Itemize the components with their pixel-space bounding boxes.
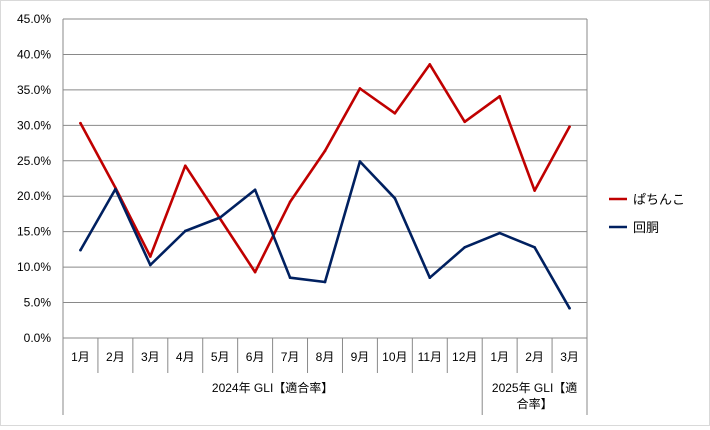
data-point	[288, 276, 292, 280]
y-tick-label: 10.0%	[17, 260, 51, 274]
data-point	[358, 160, 362, 163]
data-point	[533, 189, 536, 192]
data-point	[114, 187, 117, 191]
y-tick-label: 20.0%	[17, 189, 51, 203]
axes	[62, 19, 588, 415]
group-label: 合率】	[517, 396, 553, 411]
y-tick-label: 0.0%	[24, 331, 52, 345]
data-point	[568, 306, 571, 310]
x-tick-label: 10月	[382, 350, 407, 364]
data-point	[79, 121, 82, 125]
legend-label: 回胴	[633, 220, 659, 235]
x-axis-tick-labels: 1月 2月 3月 4月 5月 6月 7月 8月 9月 10月 11月 12月 1月 2月 3月	[71, 350, 579, 364]
x-tick-label: 1月	[71, 350, 90, 364]
y-axis-tick-labels: 0.0% 5.0% 10.0% 15.0% 20.0% 25.0% 30.0% 35.0% 40…	[17, 12, 51, 345]
x-tick-label: 7月	[281, 350, 300, 364]
y-tick-label: 40.0%	[17, 47, 51, 61]
x-tick-label: 9月	[351, 350, 370, 364]
data-point	[253, 188, 257, 192]
y-tick-label: 5.0%	[24, 296, 52, 310]
x-tick-label: 3月	[560, 350, 579, 364]
x-axis-group-labels: 2024年 GLI【適合率】 2025年 GLI【適合率】	[212, 380, 577, 411]
legend-label: ぱちんこ	[633, 192, 685, 207]
data-point	[393, 111, 397, 115]
y-tick-label: 30.0%	[17, 118, 51, 132]
data-point	[358, 87, 362, 90]
data-point	[428, 276, 432, 280]
data-point	[498, 94, 501, 98]
data-point	[183, 229, 187, 233]
data-point	[218, 216, 222, 219]
y-tick-label: 35.0%	[17, 83, 51, 97]
data-point	[323, 149, 327, 153]
x-tick-label: 6月	[246, 350, 265, 364]
y-tick-label: 45.0%	[17, 12, 51, 26]
data-point	[149, 263, 152, 267]
x-tick-label: 8月	[316, 350, 335, 364]
data-point	[183, 164, 187, 168]
x-tick-label: 2月	[525, 350, 544, 364]
x-tick-label: 4月	[176, 350, 195, 364]
x-tick-label: 2月	[106, 350, 125, 364]
data-point	[323, 280, 327, 284]
data-point	[428, 63, 432, 66]
data-point	[463, 245, 467, 249]
series-line	[79, 63, 571, 274]
data-point	[79, 248, 82, 252]
group-label: 2025年 GLI【適	[492, 380, 577, 395]
y-tick-label: 15.0%	[17, 225, 51, 239]
gridlines	[63, 18, 587, 304]
x-tick-label: 5月	[211, 350, 230, 364]
data-point	[568, 125, 571, 129]
x-tick-label: 12月	[452, 350, 477, 364]
data-point	[463, 120, 467, 124]
y-tick-label: 25.0%	[17, 154, 51, 168]
data-point	[253, 270, 257, 274]
series-lines	[79, 63, 571, 310]
group-label: 2024年 GLI【適合率】	[212, 380, 333, 395]
data-point	[533, 245, 536, 249]
data-point	[149, 255, 152, 258]
data-point	[498, 231, 501, 235]
x-tick-label: 1月	[490, 350, 509, 364]
data-point	[393, 197, 397, 200]
series-line	[79, 160, 571, 310]
data-point	[288, 200, 292, 204]
x-tick-label: 3月	[141, 350, 160, 364]
x-tick-label: 11月	[418, 350, 442, 364]
